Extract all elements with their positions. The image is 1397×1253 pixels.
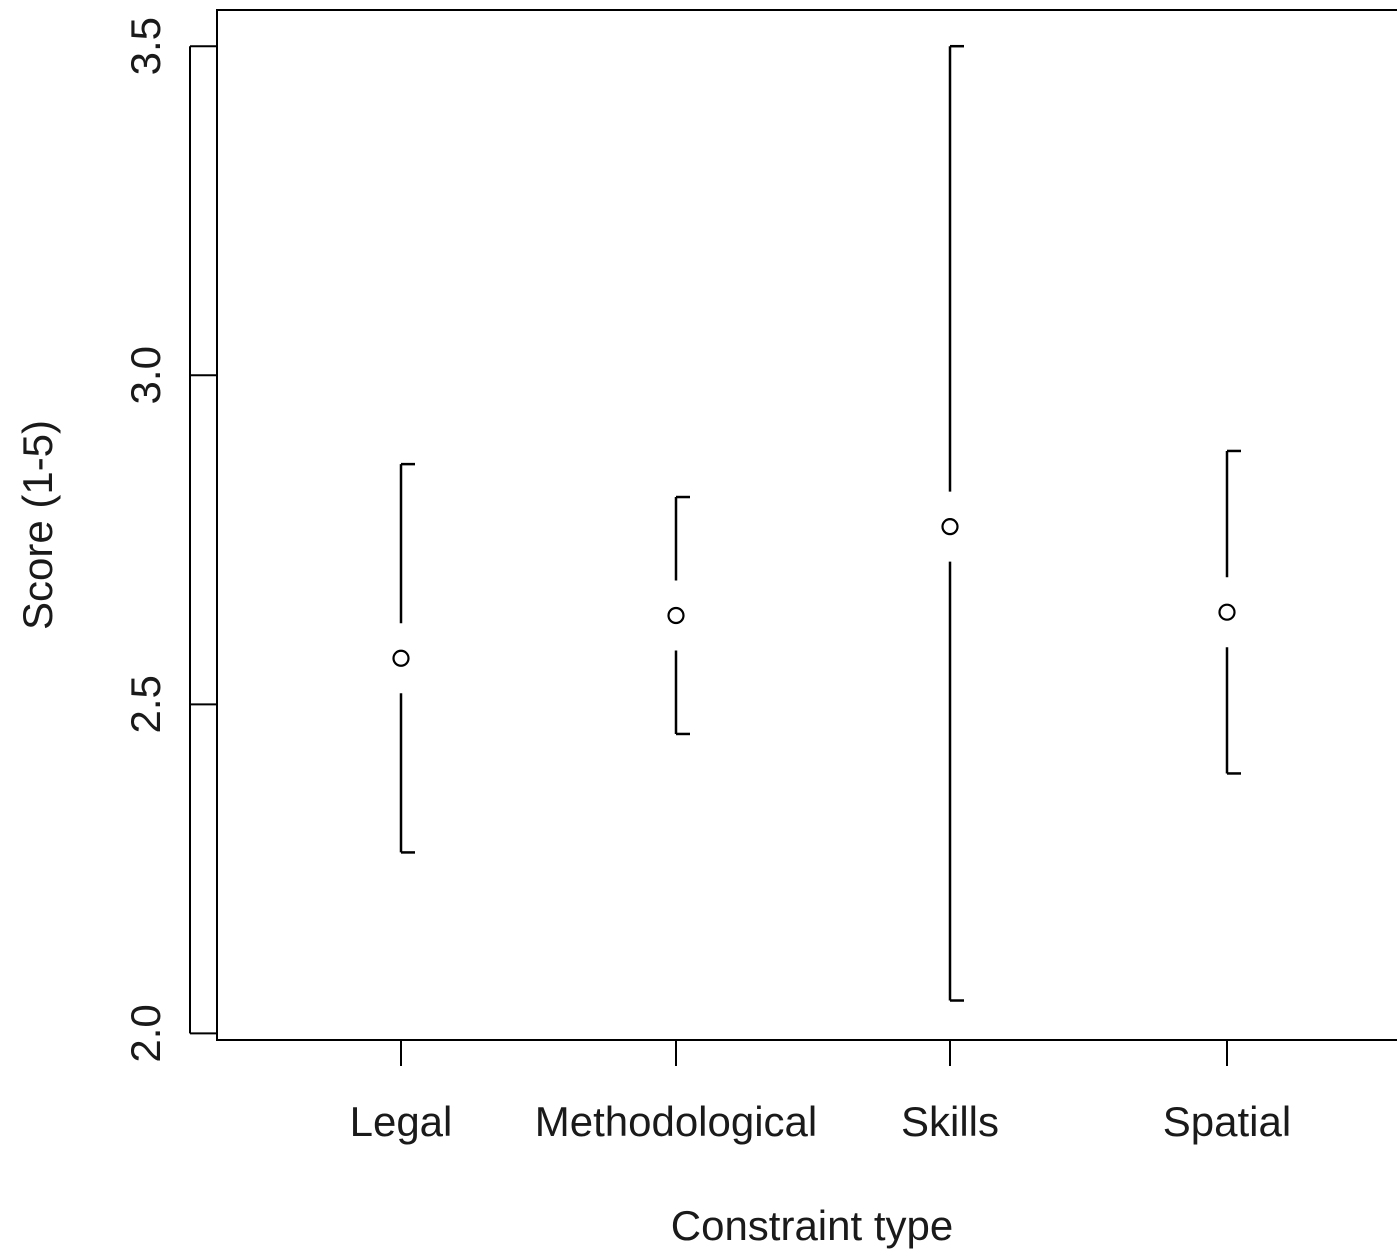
x-axis-label: Constraint type bbox=[671, 1202, 953, 1249]
data-marks bbox=[392, 44, 1241, 1002]
x-tick-label: Methodological bbox=[535, 1098, 818, 1145]
y-tick-label: 3.0 bbox=[122, 346, 169, 404]
mean-point bbox=[941, 518, 959, 536]
mean-point bbox=[1218, 603, 1236, 621]
x-tick-label: Legal bbox=[350, 1098, 453, 1145]
mean-point bbox=[667, 606, 685, 625]
x-axis: Legal Methodological Skills Spatial bbox=[350, 1040, 1291, 1145]
x-tick-label: Skills bbox=[901, 1098, 999, 1145]
y-axis: 2.0 2.5 3.0 3.5 bbox=[122, 17, 217, 1063]
y-tick-label: 2.0 bbox=[122, 1004, 169, 1062]
mean-point bbox=[392, 649, 410, 667]
y-axis-label: Score (1-5) bbox=[14, 420, 61, 630]
x-tick-label: Spatial bbox=[1163, 1098, 1291, 1145]
plot-frame bbox=[216, 9, 1397, 1041]
y-tick-label: 2.5 bbox=[122, 675, 169, 733]
y-tick-label: 3.5 bbox=[122, 17, 169, 75]
